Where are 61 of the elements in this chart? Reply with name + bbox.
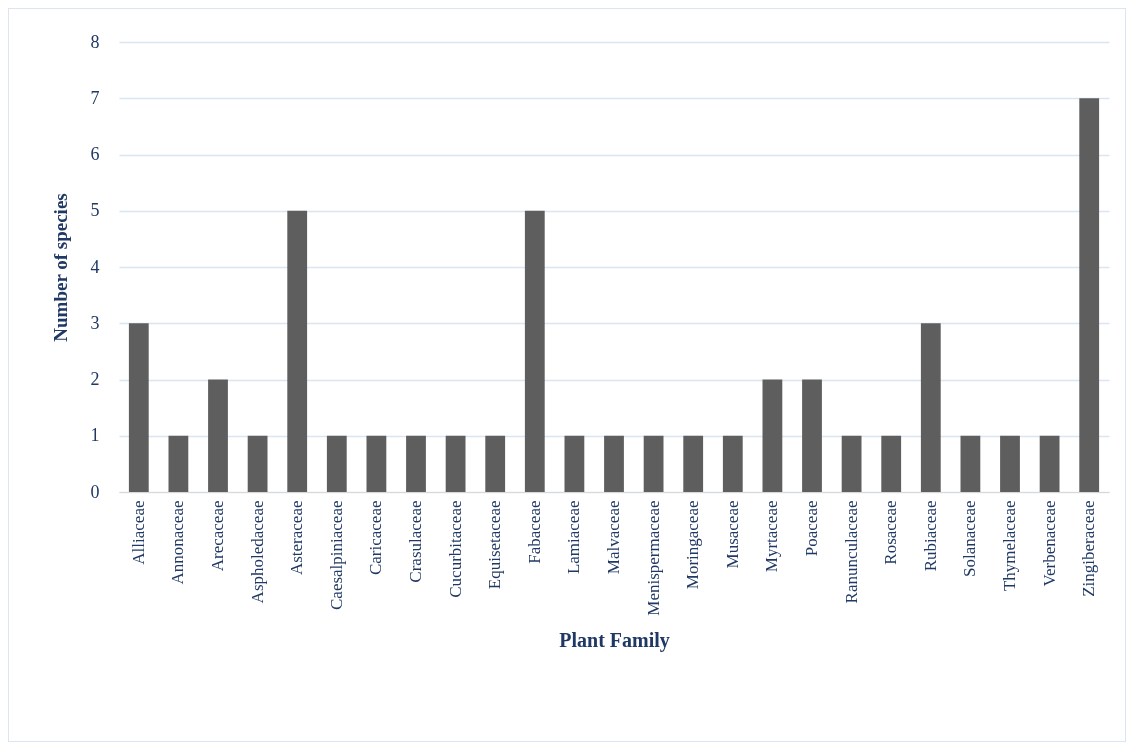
x-tick-label: Rubiaceae [920, 500, 940, 572]
bar [643, 435, 664, 492]
bar [485, 435, 506, 492]
x-tick-label: Annonaceae [168, 500, 188, 585]
x-tick-label: Rosaceae [881, 500, 901, 565]
y-tick-label: 4 [90, 256, 100, 277]
bar [841, 435, 862, 492]
y-tick-label: 5 [90, 200, 100, 221]
x-tick-label: Zingiberaceae [1079, 500, 1099, 597]
x-axis-title: Plant Family [559, 628, 670, 652]
bar [920, 323, 941, 492]
bar [604, 435, 624, 492]
x-tick-label: Cucurbitaceae [445, 500, 465, 598]
bar [881, 435, 902, 492]
bar [168, 435, 189, 492]
y-tick-label: 2 [90, 369, 100, 389]
x-tick-label: Menispermaceae [643, 500, 663, 616]
x-tick-label: Fabaceae [524, 500, 544, 564]
x-tick-label: Alliaceae [128, 500, 148, 565]
bar [960, 435, 981, 492]
x-tick-label: Solanaceae [960, 500, 980, 577]
x-tick-label: Myrtaceae [762, 500, 782, 573]
x-tick-label: Verbenaceae [1039, 500, 1059, 587]
x-tick-label: Caesalpiniaceae [326, 500, 346, 610]
bar [1000, 435, 1020, 492]
bar [208, 379, 228, 492]
bar [722, 435, 743, 492]
y-tick-label: 6 [90, 144, 100, 164]
x-tick-label: Caricaceae [366, 500, 386, 576]
bar [326, 435, 347, 492]
y-axis-title: Number of species [49, 193, 71, 342]
y-tick-label: 0 [90, 481, 100, 502]
x-tick-label: Malvaceae [604, 500, 623, 575]
x-tick-label: Moringaceae [683, 500, 703, 590]
x-tick-label: Arecaceae [208, 500, 227, 572]
bar [406, 435, 426, 492]
bar [762, 379, 783, 492]
x-tick-label: Lamiaceae [564, 500, 584, 575]
bar [247, 435, 268, 492]
bar [128, 323, 149, 492]
bar [1079, 98, 1100, 492]
y-tick-label: 7 [90, 87, 100, 108]
y-tick-label: 1 [90, 425, 100, 446]
y-tick-label: 3 [90, 312, 100, 333]
x-tick-label: Crasulaceae [406, 500, 425, 583]
bar [366, 435, 387, 492]
bar [683, 435, 704, 492]
y-tick-label: 8 [90, 31, 100, 52]
x-tick-label: Poaceae [802, 500, 821, 557]
x-tick-label: Asteraceae [287, 500, 307, 576]
bar [802, 379, 822, 492]
bar [524, 210, 545, 492]
x-tick-label: Thymelaceae [1000, 500, 1019, 592]
bar [287, 210, 308, 492]
bar [445, 435, 466, 492]
x-tick-label: Ranunculaceae [841, 500, 861, 604]
x-tick-label: Musaceae [722, 500, 742, 569]
bar [564, 435, 585, 492]
bar [1039, 435, 1060, 492]
x-tick-label: Equisetaceae [485, 500, 505, 590]
x-tick-label: Aspholedaceae [247, 500, 267, 604]
